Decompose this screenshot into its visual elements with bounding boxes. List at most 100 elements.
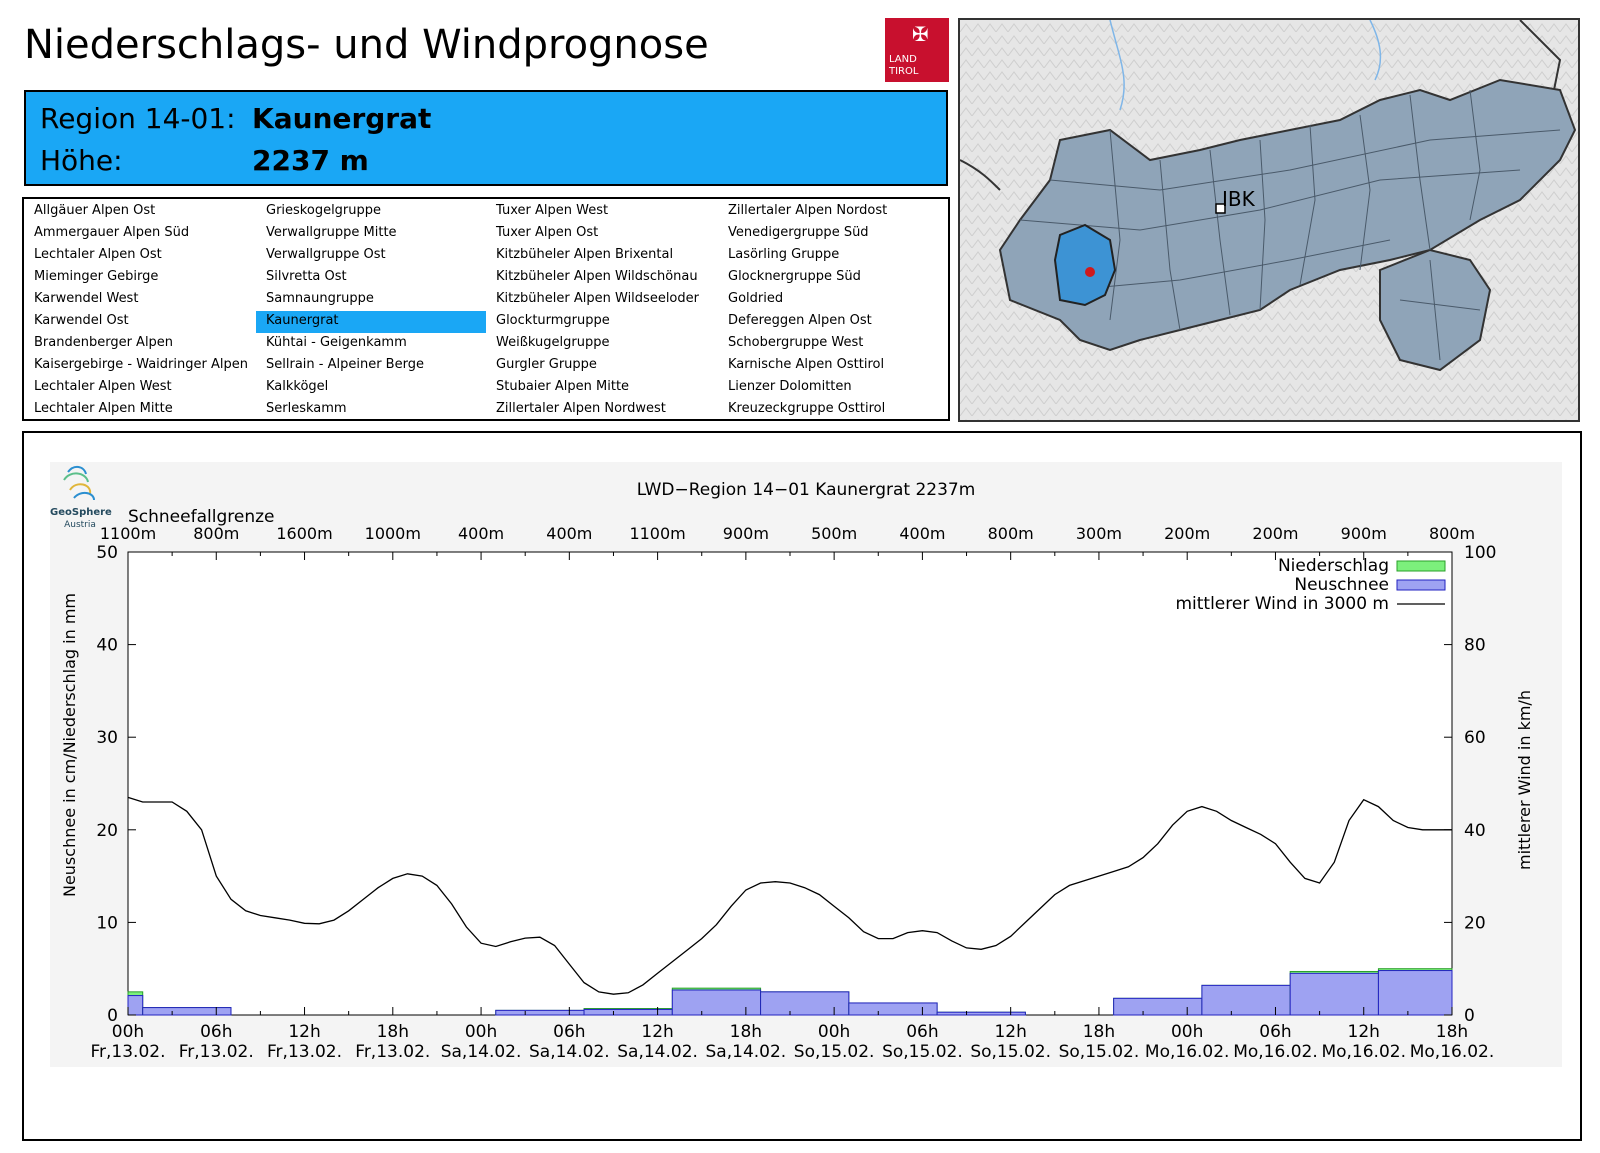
region-list-item[interactable]: Verwallgruppe Ost (266, 247, 386, 262)
geosphere-logo: GeoSphere Austria (50, 462, 112, 530)
region-list-item[interactable]: Schobergruppe West (728, 335, 864, 350)
eagle-icon: ✠ (912, 22, 929, 46)
region-list-item[interactable]: Karwendel West (34, 291, 139, 306)
legend-label: Niederschlag (1278, 556, 1389, 576)
region-list-item[interactable]: Silvretta Ost (266, 269, 347, 284)
region-list-item[interactable]: Goldried (728, 291, 784, 306)
region-list-item[interactable]: Sellrain - Alpeiner Berge (266, 357, 424, 372)
x-time-label: 06h (906, 1022, 938, 1042)
neuschnee-bar (583, 1008, 673, 1016)
legend-label: mittlerer Wind in 3000 m (1175, 594, 1389, 614)
x-date-label: Fr,13.02. (267, 1042, 342, 1062)
region-list-item[interactable]: Karnische Alpen Osttirol (728, 357, 885, 372)
y2-tick-label: 80 (1464, 636, 1486, 656)
y-tick-label: 40 (96, 636, 118, 656)
y2-tick-label: 60 (1464, 728, 1486, 748)
x-date-label: Sa,14.02. (529, 1042, 610, 1062)
region-list-item[interactable]: Kitzbüheler Alpen Wildseeloder (496, 291, 699, 306)
region-list-column: Allgäuer Alpen Ost Ammergauer Alpen Süd Le… (24, 201, 254, 421)
x-date-label: Mo,16.02. (1321, 1042, 1406, 1062)
region-list-item[interactable]: Samnaungruppe (266, 291, 374, 306)
x-time-label: 18h (1436, 1022, 1468, 1042)
region-list-item[interactable]: Glocknergruppe Süd (728, 269, 861, 284)
region-list-item[interactable]: Mieminger Gebirge (34, 269, 159, 284)
region-list-item[interactable]: Defereggen Alpen Ost (728, 313, 872, 328)
neuschnee-bar (1289, 972, 1379, 1016)
region-list-item[interactable]: Brandenberger Alpen (34, 335, 174, 350)
neuschnee-bar (127, 995, 144, 1016)
region-marker-icon (1085, 267, 1095, 277)
x-time-label: 18h (377, 1022, 409, 1042)
legend-swatch (1396, 560, 1446, 572)
region-list-item[interactable]: Stubaier Alpen Mitte (496, 379, 630, 394)
region-height: 2237 m (252, 144, 369, 177)
height-label: Höhe: (40, 144, 123, 177)
city-label: IBK (1222, 187, 1256, 211)
x-date-label: Sa,14.02. (706, 1042, 787, 1062)
region-list-item[interactable]: Lechtaler Alpen West (34, 379, 172, 394)
legend-label: Neuschnee (1294, 575, 1389, 595)
tirol-nord-regions (998, 78, 1577, 352)
region-list-item[interactable]: Lechtaler Alpen Ost (34, 247, 162, 262)
neuschnee-bar (848, 1002, 938, 1016)
geosphere-name: GeoSphere (50, 507, 112, 518)
snowline-value: 400m (546, 524, 592, 543)
logo-text-line1: LAND (889, 54, 917, 65)
x-time-label: 06h (200, 1022, 232, 1042)
legend-swatch (1396, 579, 1446, 591)
region-list-item[interactable]: Kaisergebirge - Waidringer Alpen (34, 357, 248, 372)
snowline-value: 800m (1429, 524, 1475, 543)
region-list-item[interactable]: Zillertaler Alpen Nordwest (496, 401, 666, 416)
region-list-item[interactable]: Lienzer Dolomitten (728, 379, 852, 394)
x-date-label: Mo,16.02. (1410, 1042, 1495, 1062)
page-title: Niederschlags- und Windprognose (24, 22, 709, 68)
x-time-label: 00h (1171, 1022, 1203, 1042)
y2-axis-label: mittlerer Wind in km/h (1515, 690, 1534, 870)
logo-text-line2: TIROL (889, 66, 919, 77)
selected-region-kaunergrat[interactable] (1053, 223, 1117, 307)
snowline-value: 900m (1341, 524, 1387, 543)
region-map[interactable]: IBK (958, 18, 1580, 422)
region-list-item[interactable]: Venedigergruppe Süd (728, 225, 869, 240)
region-list-item[interactable]: Zillertaler Alpen Nordost (728, 203, 888, 218)
region-list-column: Grieskogelgruppe Verwallgruppe Mitte Verwa… (256, 201, 486, 421)
region-list-item[interactable]: Gurgler Gruppe (496, 357, 597, 372)
y-tick-label: 0 (107, 1006, 118, 1026)
region-list-item[interactable]: Lechtaler Alpen Mitte (34, 401, 173, 416)
region-info-box: Region 14-01: Kaunergrat Höhe: 2237 m (24, 90, 948, 186)
region-list-item[interactable]: Glockturmgruppe (496, 313, 610, 328)
region-list-column: Tuxer Alpen West Tuxer Alpen Ost Kitzbühel… (486, 201, 716, 421)
region-list-item[interactable]: Weißkugelgruppe (496, 335, 610, 350)
snowline-value: 200m (1164, 524, 1210, 543)
neuschnee-bar (1377, 970, 1453, 1016)
region-list-item[interactable]: Kitzbüheler Alpen Brixental (496, 247, 674, 262)
y2-tick-label: 100 (1464, 543, 1496, 563)
region-list-item[interactable]: Tuxer Alpen Ost (496, 225, 599, 240)
region-list-item[interactable]: Tuxer Alpen West (496, 203, 609, 218)
x-date-label: So,15.02. (882, 1042, 963, 1062)
region-list-item[interactable]: Verwallgruppe Mitte (266, 225, 397, 240)
x-time-label: 12h (641, 1022, 673, 1042)
region-list-item[interactable]: Allgäuer Alpen Ost (34, 203, 156, 218)
x-date-label: Fr,13.02. (179, 1042, 254, 1062)
y-axis-label: Neuschnee in cm/Niederschlag in mm (60, 593, 79, 897)
region-list-item[interactable]: Kühtai - Geigenkamm (266, 335, 407, 350)
x-date-label: So,15.02. (970, 1042, 1051, 1062)
region-list-item[interactable]: Karwendel Ost (34, 313, 129, 328)
region-list-item[interactable]: Ammergauer Alpen Süd (34, 225, 190, 240)
region-list-item[interactable]: Lasörling Gruppe (728, 247, 840, 262)
snowline-value: 800m (193, 524, 239, 543)
region-list-item[interactable]: Kreuzeckgruppe Osttirol (728, 401, 886, 416)
region-list-item[interactable]: Serleskamm (266, 401, 347, 416)
snowline-value: 1000m (365, 524, 421, 543)
snowline-value: 300m (1076, 524, 1122, 543)
x-date-label: Mo,16.02. (1233, 1042, 1318, 1062)
region-list-item[interactable]: Grieskogelgruppe (266, 203, 382, 218)
region-list-item[interactable]: Kitzbüheler Alpen Wildschönau (496, 269, 698, 284)
region-list-item-selected[interactable]: Kaunergrat (256, 311, 486, 333)
neuschnee-bar (671, 989, 762, 1016)
neuschnee-bar (142, 1007, 232, 1016)
x-time-label: 12h (994, 1022, 1026, 1042)
region-list-item[interactable]: Kalkkögel (266, 379, 329, 394)
neuschnee-bar (1113, 997, 1203, 1016)
